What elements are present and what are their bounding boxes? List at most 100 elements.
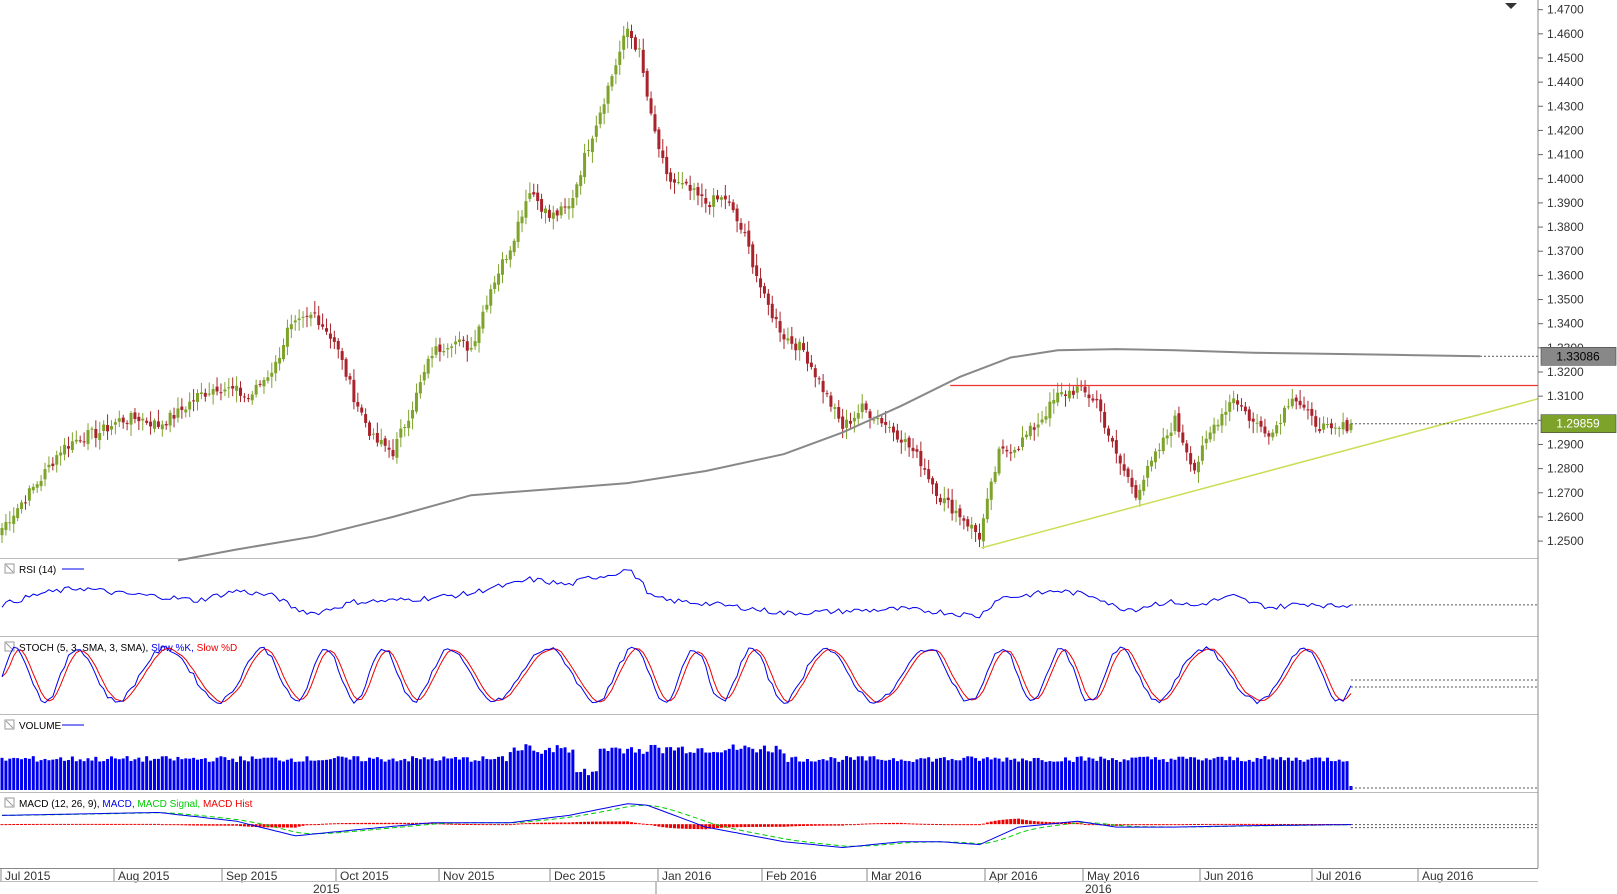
candles-group — [0, 21, 1353, 549]
macd-hist-bar — [313, 824, 317, 826]
macd-hist-bar — [1079, 823, 1083, 825]
volume-bar — [282, 761, 286, 790]
volume-panel-toggle-icon[interactable] — [4, 719, 15, 730]
macd-hist-bar — [743, 824, 747, 828]
candle-up — [282, 344, 286, 360]
candle-up — [395, 438, 399, 458]
volume-bar — [336, 756, 340, 790]
macd-hist-bar — [1005, 819, 1009, 825]
volume-bar — [747, 747, 751, 790]
macd-hist-bar — [70, 823, 74, 825]
volume-bar — [47, 760, 51, 790]
volume-bar — [590, 771, 594, 790]
candle-down — [364, 414, 368, 423]
macd-hist-bar — [27, 823, 31, 825]
macd-hist-bar — [430, 822, 434, 825]
macd-hist-bar — [723, 824, 727, 828]
macd-hist-bar — [903, 823, 907, 825]
macd-line — [1, 803, 1351, 849]
macd-hist-bar — [454, 823, 458, 825]
macd-hist-bar — [1032, 821, 1036, 825]
volume-bar — [716, 752, 720, 790]
candle-down — [1103, 411, 1107, 428]
candle-up — [1196, 461, 1200, 473]
macd-hist-bar — [1177, 824, 1181, 826]
macd-hist-bar — [55, 823, 59, 825]
volume-bar — [770, 752, 774, 790]
candle-down — [1318, 429, 1322, 432]
volume-bar — [426, 759, 430, 790]
candle-up — [407, 420, 411, 429]
volume-bar — [1298, 759, 1302, 790]
volume-bar — [1161, 759, 1165, 790]
volume-bar — [938, 757, 942, 790]
macd-hist-bar — [978, 824, 981, 826]
macd-hist-bar — [1212, 823, 1216, 825]
macd-hist-bar — [500, 824, 504, 826]
macd-hist-bar — [481, 824, 485, 826]
volume-bar — [837, 761, 841, 790]
macd-hist-bar — [512, 823, 516, 825]
candle-up — [1146, 465, 1150, 478]
candle-up — [152, 420, 156, 429]
candle-down — [665, 156, 669, 175]
chevron-down-icon[interactable] — [1505, 3, 1517, 9]
macd-hist-bar — [676, 824, 680, 829]
candle-up — [430, 355, 434, 359]
macd-hist-bar — [348, 822, 352, 825]
macd-hist-bar — [837, 824, 841, 826]
candle-up — [1024, 434, 1028, 438]
macd-hist-bar — [1271, 823, 1275, 825]
macd-hist-bar — [446, 823, 450, 825]
candle-up — [1036, 424, 1040, 428]
volume-bar — [989, 759, 993, 790]
candle-down — [837, 407, 841, 419]
macd-hist-bar — [567, 822, 571, 825]
candle-down — [1110, 437, 1114, 442]
macd-panel-toggle-icon[interactable] — [4, 797, 15, 808]
candle-up — [418, 382, 422, 394]
candle-up — [446, 348, 450, 350]
candle-up — [872, 419, 876, 421]
macd-hist-bar — [813, 824, 817, 826]
volume-bar — [164, 756, 168, 790]
macd-hist-bar — [305, 824, 309, 826]
volume-bar — [156, 758, 160, 790]
volume-bar — [270, 757, 274, 790]
volume-bar — [755, 752, 759, 790]
volume-bar — [90, 760, 94, 790]
macd-hist-bar — [868, 823, 872, 825]
month-label: Aug 2015 — [118, 869, 170, 883]
candle-up — [1322, 423, 1326, 430]
volume-bar — [880, 759, 884, 790]
volume-bar — [1220, 756, 1224, 790]
month-label: Nov 2015 — [443, 869, 495, 883]
candle-up — [211, 389, 215, 395]
candle-up — [856, 413, 860, 419]
volume-bar — [8, 758, 12, 790]
ma200-badge-text: 1.33086 — [1556, 349, 1600, 363]
volume-bar — [31, 756, 35, 790]
macd-hist-bar — [477, 824, 481, 826]
candle-down — [215, 386, 219, 392]
candle-down — [884, 421, 888, 425]
candle-down — [829, 395, 833, 407]
macd-hist-bar — [121, 823, 125, 825]
volume-bar — [340, 756, 344, 790]
macd-hist-bar — [817, 824, 821, 826]
candle-up — [434, 346, 438, 355]
volume-bar — [1255, 757, 1259, 790]
volume-bar — [407, 761, 411, 790]
volume-bar — [1318, 757, 1322, 790]
candle-down — [246, 398, 250, 400]
macd-hist-bar — [387, 822, 391, 825]
volume-bar — [1177, 756, 1181, 790]
rsi-panel-toggle-icon[interactable] — [4, 563, 15, 574]
stoch-panel-toggle-icon[interactable] — [4, 641, 15, 652]
volume-bar — [567, 752, 571, 790]
candle-up — [27, 488, 31, 501]
candle-up — [626, 28, 630, 37]
volume-bar — [219, 756, 223, 790]
macd-hist-bar — [1247, 823, 1251, 825]
